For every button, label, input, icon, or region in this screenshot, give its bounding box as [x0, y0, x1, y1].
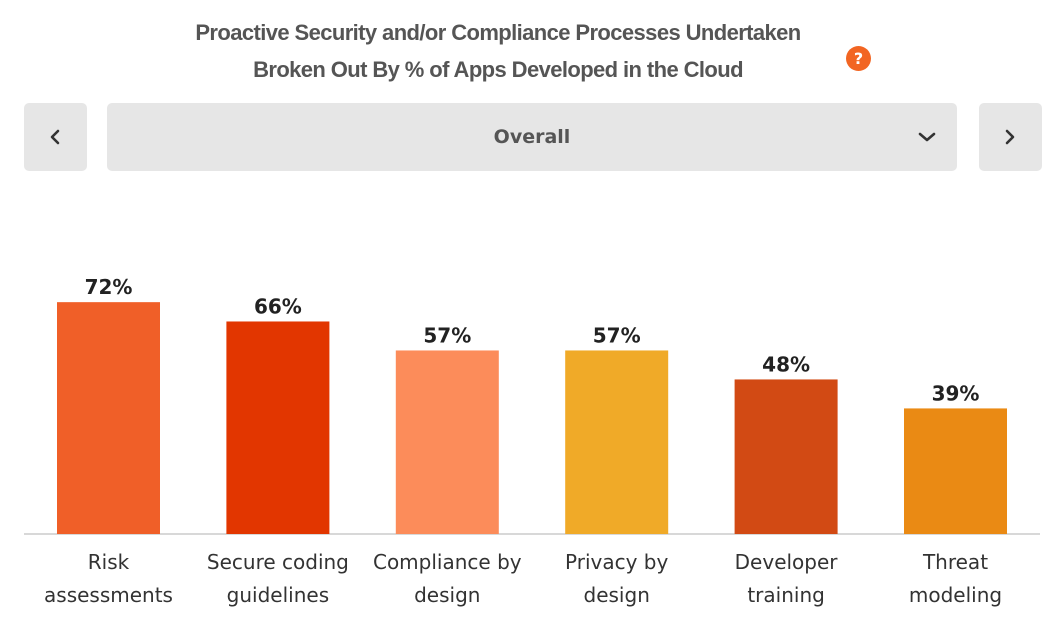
category-label-2-line-2: guidelines [227, 583, 329, 607]
category-label-3-line-1: Compliance by [373, 550, 522, 574]
data-label-1: 72% [85, 275, 133, 299]
chevron-left-icon [50, 129, 60, 145]
bar-5[interactable] [734, 379, 838, 534]
help-icon[interactable]: ? [846, 46, 871, 71]
category-label-3-line-2: design [414, 583, 480, 607]
data-label-2: 66% [254, 294, 302, 318]
chart-title-line-2: Broken Out By % of Apps Developed in the… [253, 57, 743, 82]
data-label-6: 39% [932, 381, 980, 405]
category-label-1-line-1: Risk [88, 550, 130, 574]
category-label-1-line-2: assessments [44, 583, 173, 607]
filter-dropdown[interactable]: Overall [107, 103, 957, 171]
bar-1[interactable] [57, 302, 160, 534]
bar-chart: 72% Risk assessments 66% Secure coding guidel… [24, 275, 1040, 607]
data-label-5: 48% [762, 352, 810, 376]
category-label-4: Privacy by design [565, 550, 668, 607]
bar-6[interactable] [904, 408, 1007, 534]
category-label-1: Risk assessments [44, 550, 173, 607]
chart-title: Proactive Security and/or Compliance Pro… [0, 14, 996, 88]
category-label-4-line-2: design [584, 583, 650, 607]
category-label-6: Threat modeling [909, 550, 1002, 607]
chevron-down-icon [918, 132, 936, 142]
filter-selected-value: Overall [493, 126, 571, 148]
bar-4[interactable] [565, 350, 669, 534]
bar-2[interactable] [226, 321, 330, 534]
previous-button[interactable] [24, 103, 87, 171]
category-label-2: Secure coding guidelines [207, 550, 349, 607]
category-label-6-line-2: modeling [909, 583, 1002, 607]
category-label-6-line-1: Threat [922, 550, 988, 574]
category-label-5-line-2: training [747, 583, 824, 607]
data-label-4: 57% [593, 323, 641, 347]
category-label-3: Compliance by design [373, 550, 522, 607]
bar-3[interactable] [395, 350, 499, 534]
category-label-4-line-1: Privacy by [565, 550, 668, 574]
chevron-right-icon [1005, 129, 1015, 145]
category-label-5: Developer training [735, 550, 839, 607]
chart-title-line-1: Proactive Security and/or Compliance Pro… [195, 20, 801, 45]
data-label-3: 57% [423, 323, 471, 347]
category-label-2-line-1: Secure coding [207, 550, 349, 574]
category-label-5-line-1: Developer [735, 550, 839, 574]
next-button[interactable] [979, 103, 1042, 171]
